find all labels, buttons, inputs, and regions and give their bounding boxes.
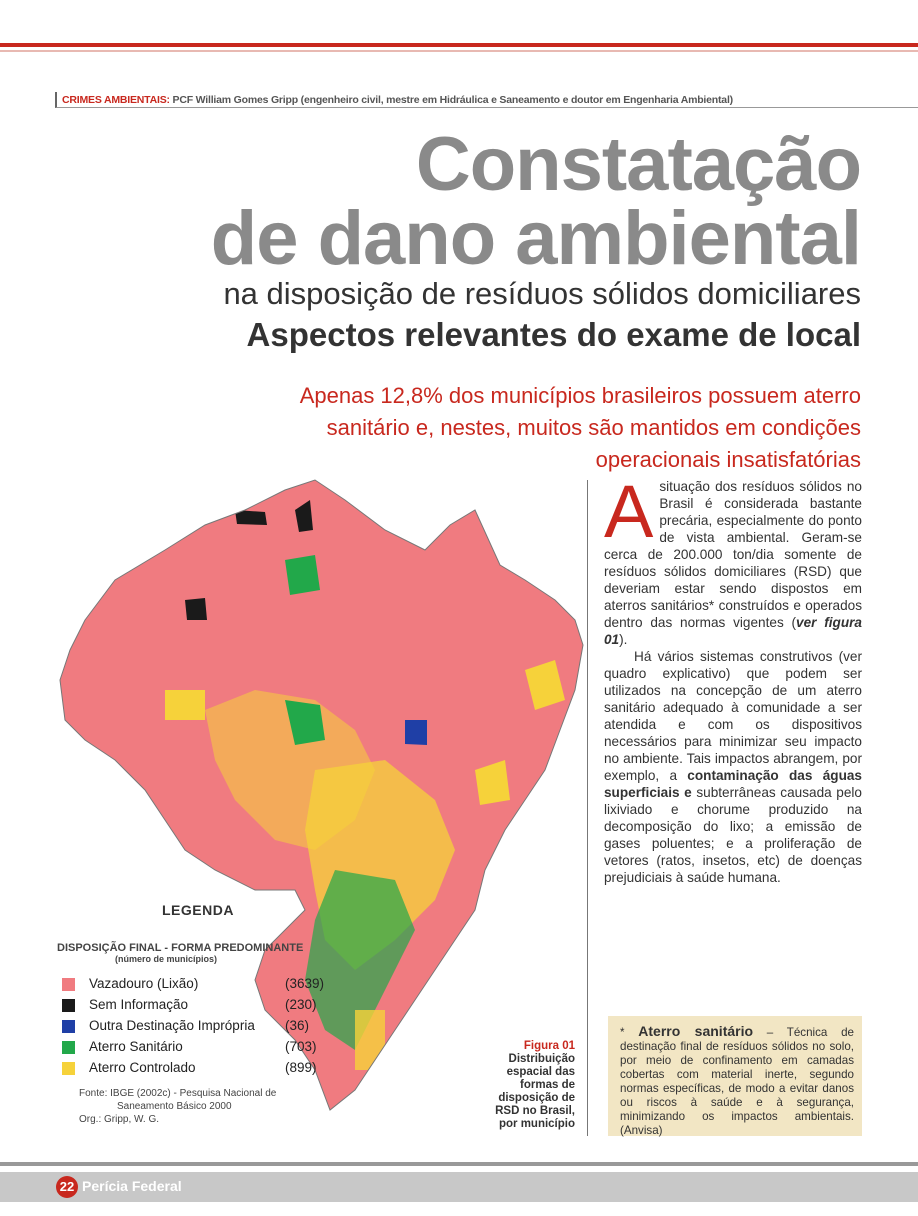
lead-paragraph: Apenas 12,8% dos municípios brasileiros … [299, 383, 861, 472]
paragraph-text: ). [619, 632, 628, 647]
page-number: 22 [56, 1176, 78, 1198]
legend-item: Sem Informação (230) [57, 996, 347, 1016]
legend-swatch [62, 978, 75, 991]
paragraph: Há vários sistemas construtivos (ver qua… [604, 648, 862, 886]
definition-box: * Aterro sanitário – Técnica de destinaç… [608, 1016, 862, 1137]
figure-caption-text: Distribuição espacial das formas de disp… [495, 1053, 575, 1130]
bottom-rule [0, 1162, 918, 1166]
legend-label: Aterro Sanitário [89, 1039, 183, 1054]
legend-swatch [62, 1062, 75, 1075]
legend-subtitle-2: (número de municípios) [115, 954, 218, 964]
brazil-map [59, 479, 584, 1111]
legend-count: (3639) [285, 976, 325, 991]
map-source: Fonte: IBGE (2002c) - Pesquisa Nacional … [79, 1087, 347, 1126]
byline: CRIMES AMBIENTAIS: PCF William Gomes Gri… [55, 92, 918, 108]
definition-term: Aterro sanitário [638, 1023, 754, 1039]
paragraph-emphasis: contaminação das águas superficiais e [604, 768, 862, 800]
source-line: Org.: Gripp, W. G. [79, 1114, 160, 1125]
paragraph-text: Há vários sistemas construtivos (ver qua… [604, 649, 862, 783]
paragraph-text: situação dos resíduos sólidos no Brasil … [604, 479, 862, 630]
legend-count: (36) [285, 1018, 310, 1033]
legend-swatch [62, 1041, 75, 1054]
figure-reference: ver figura 01 [604, 615, 862, 647]
legend-label: Aterro Controlado [89, 1060, 196, 1075]
legend-count: (899) [285, 1060, 317, 1075]
footer-bar [0, 1172, 918, 1202]
headline-line2: de dano ambiental [210, 196, 862, 281]
asterisk: * [620, 1026, 639, 1039]
drop-cap: A [604, 470, 654, 553]
map-legend: LEGENDA DISPOSIÇÃO FINAL - FORMA PREDOMI… [57, 902, 347, 1126]
legend-count: (703) [285, 1039, 317, 1054]
figure-caption: Figura 01 Distribuição espacial das form… [480, 1040, 575, 1131]
legend-count: (230) [285, 997, 317, 1012]
definition-text: – Técnica de destinação final de resíduo… [620, 1026, 855, 1137]
legend-item: Outra Destinação Imprópria (36) [57, 1017, 347, 1037]
legend-title: LEGENDA [162, 902, 234, 918]
legend-label: Sem Informação [89, 997, 189, 1012]
column-divider [587, 480, 588, 1136]
headline-subtitle-bold: Aspectos relevantes do exame de local [246, 316, 861, 353]
legend-subtitle: DISPOSIÇÃO FINAL - FORMA PREDOMINANTE [57, 942, 304, 954]
paragraph-text: subterrâneas causada pelo lixiviado e ch… [604, 785, 862, 885]
legend-label: Vazadouro (Lixão) [89, 976, 199, 991]
legend-item: Vazadouro (Lixão) (3639) [57, 975, 347, 995]
source-line: Fonte: IBGE (2002c) - Pesquisa Nacional … [79, 1088, 277, 1099]
top-rule-thin [0, 50, 918, 52]
legend-label: Outra Destinação Imprópria [89, 1018, 255, 1033]
legend-item: Aterro Sanitário (703) [57, 1038, 347, 1058]
source-line: Saneamento Básico 2000 [117, 1101, 232, 1112]
headline-line1: Constatação [415, 122, 862, 207]
legend-item: Aterro Controlado (899) [57, 1059, 347, 1079]
legend-swatch [62, 1020, 75, 1033]
magazine-name: Perícia Federal [82, 1178, 182, 1194]
headline-subtitle: na disposição de resíduos sólidos domici… [223, 276, 861, 311]
top-rule [0, 43, 918, 47]
section-label: CRIMES AMBIENTAIS: [62, 94, 170, 106]
legend-swatch [62, 999, 75, 1012]
author-line: PCF William Gomes Gripp (engenheiro civi… [169, 94, 734, 106]
figure-number: Figura 01 [523, 1040, 575, 1052]
